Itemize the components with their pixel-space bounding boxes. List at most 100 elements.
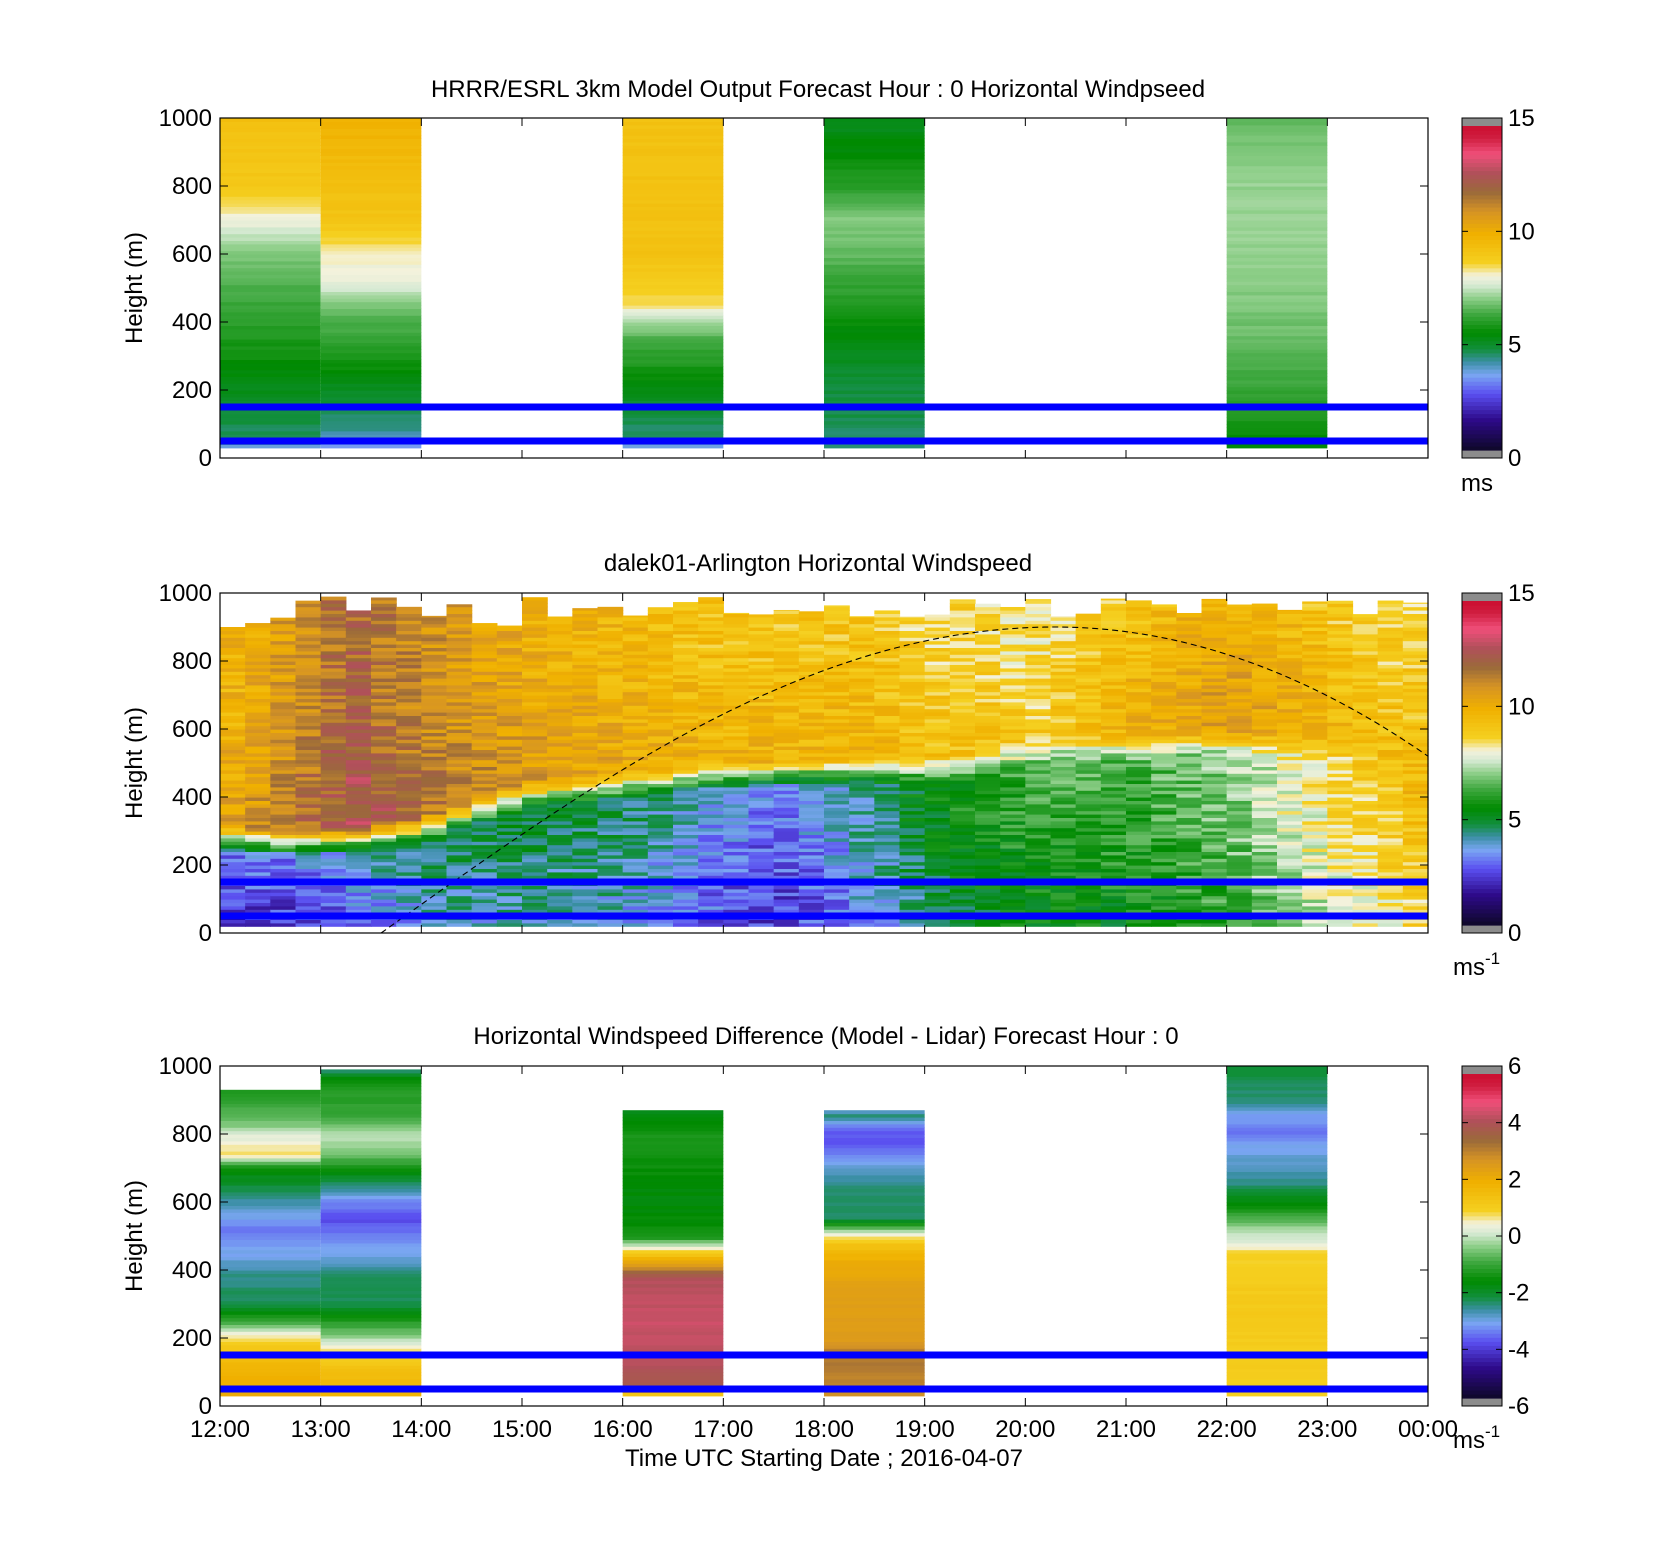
panel-1-cell	[622, 247, 724, 252]
panel-2-cell	[798, 776, 825, 781]
panel-2-cell	[1025, 671, 1052, 676]
panel-2-cell	[245, 657, 271, 662]
panel-2-cell	[975, 613, 1001, 618]
panel-2-cell	[849, 922, 875, 927]
panel-2-cell	[673, 786, 699, 791]
panel-2-cell	[874, 776, 901, 781]
panel-1-colorbar-cap-top	[1462, 118, 1502, 126]
panel-2-cell	[1151, 644, 1177, 648]
panel-2-cell	[773, 824, 800, 829]
panel-1-cell	[824, 410, 925, 415]
panel-2-cell	[446, 769, 473, 774]
panel-2-cell	[1176, 837, 1203, 842]
panel-2-cell	[320, 854, 347, 859]
panel-2-cell	[773, 827, 800, 832]
panel-2-cell	[824, 909, 850, 914]
panel-2-cell	[320, 756, 347, 761]
panel-2-cell	[572, 803, 599, 808]
panel-2-cell	[496, 814, 523, 818]
panel-2-cell	[371, 773, 397, 778]
panel-1-cell	[824, 308, 925, 313]
panel-2-cell	[446, 858, 473, 863]
panel-2-cell	[396, 763, 422, 767]
panel-2-cell	[295, 674, 322, 679]
panel-2-cell	[295, 841, 322, 846]
panel-2-cell	[1075, 657, 1102, 662]
panel-2-cell	[1151, 892, 1177, 897]
panel-2-cell	[1352, 875, 1379, 880]
panel-2-cell	[245, 681, 271, 686]
panel-2-cell	[1126, 909, 1152, 914]
panel-1-cell	[320, 182, 422, 187]
panel-2-cell	[1327, 875, 1354, 880]
panel-1-colorbar-swatch	[1462, 316, 1502, 321]
panel-2-cell	[572, 749, 599, 754]
panel-2-cell	[849, 817, 875, 822]
panel-2-cell	[396, 831, 422, 835]
panel-2-cell	[270, 814, 297, 818]
panel-2-cell	[572, 824, 599, 829]
panel-1-cell	[622, 199, 724, 204]
panel-2-cell	[396, 722, 422, 727]
panel-2-cell	[597, 701, 624, 706]
panel-2-cell	[1025, 688, 1052, 693]
panel-2-cell	[421, 875, 448, 880]
panel-2-cell	[572, 729, 599, 733]
panel-1-cell	[320, 396, 422, 401]
panel-2-cell	[1277, 810, 1303, 815]
panel-2-cell	[572, 647, 599, 652]
panel-2-cell	[496, 625, 523, 628]
panel-2-cell	[622, 735, 649, 740]
panel-2-cell	[673, 654, 699, 659]
panel-1-cell	[824, 417, 925, 422]
panel-2-cell	[1050, 766, 1077, 771]
panel-2-cell	[798, 735, 825, 740]
panel-2-cell	[1277, 633, 1303, 638]
panel-2-cell	[924, 919, 951, 924]
panel-2-cell	[1151, 861, 1177, 866]
panel-2-cell	[547, 708, 573, 713]
panel-2-cell	[245, 841, 271, 846]
panel-2-cell	[1226, 786, 1253, 791]
panel-2-cell	[773, 837, 800, 842]
panel-2-cell	[446, 902, 473, 907]
panel-2-cell	[874, 803, 901, 808]
panel-2-cell	[673, 664, 699, 669]
panel-2-cell	[1377, 786, 1404, 791]
panel-1-cell	[1226, 216, 1328, 221]
panel-2-cell	[345, 701, 372, 706]
panel-1-cell	[220, 393, 321, 398]
panel-2-cell	[924, 773, 951, 778]
panel-2-cell	[1100, 623, 1127, 628]
panel-2-cell	[924, 664, 951, 669]
panel-2-cell	[773, 783, 800, 788]
panel-2-cell	[1176, 640, 1203, 645]
panel-2-cell	[1277, 827, 1303, 832]
panel-2-cell	[572, 678, 599, 682]
panel-1-cell	[622, 257, 724, 262]
panel-2-cell	[1327, 623, 1354, 628]
panel-2-cell	[547, 871, 573, 876]
panel-2-cell	[1352, 647, 1379, 652]
panel-2-cell	[320, 616, 347, 621]
panel-2-cell	[396, 848, 422, 852]
panel-2-cell	[1025, 844, 1052, 849]
panel-2-cell	[824, 759, 850, 764]
panel-2-cell	[371, 722, 397, 727]
panel-2-cell	[597, 871, 624, 876]
panel-2-cell	[345, 715, 372, 720]
panel-2-cell	[597, 773, 624, 778]
panel-1-colorbar-swatch	[1462, 219, 1502, 224]
panel-2-cell	[924, 759, 951, 764]
panel-2-cell	[1176, 861, 1203, 866]
panel-2-cell	[924, 657, 951, 662]
panel-1-cell	[1226, 315, 1328, 320]
panel-2-cell	[975, 729, 1001, 733]
panel-2-cell	[748, 729, 775, 733]
panel-2-cell	[547, 800, 573, 805]
panel-2-cell	[345, 800, 372, 805]
panel-1-cell	[220, 223, 321, 228]
panel-2-cell	[1126, 871, 1152, 876]
panel-2-cell	[1100, 803, 1127, 808]
panel-2-cell	[1226, 820, 1253, 825]
